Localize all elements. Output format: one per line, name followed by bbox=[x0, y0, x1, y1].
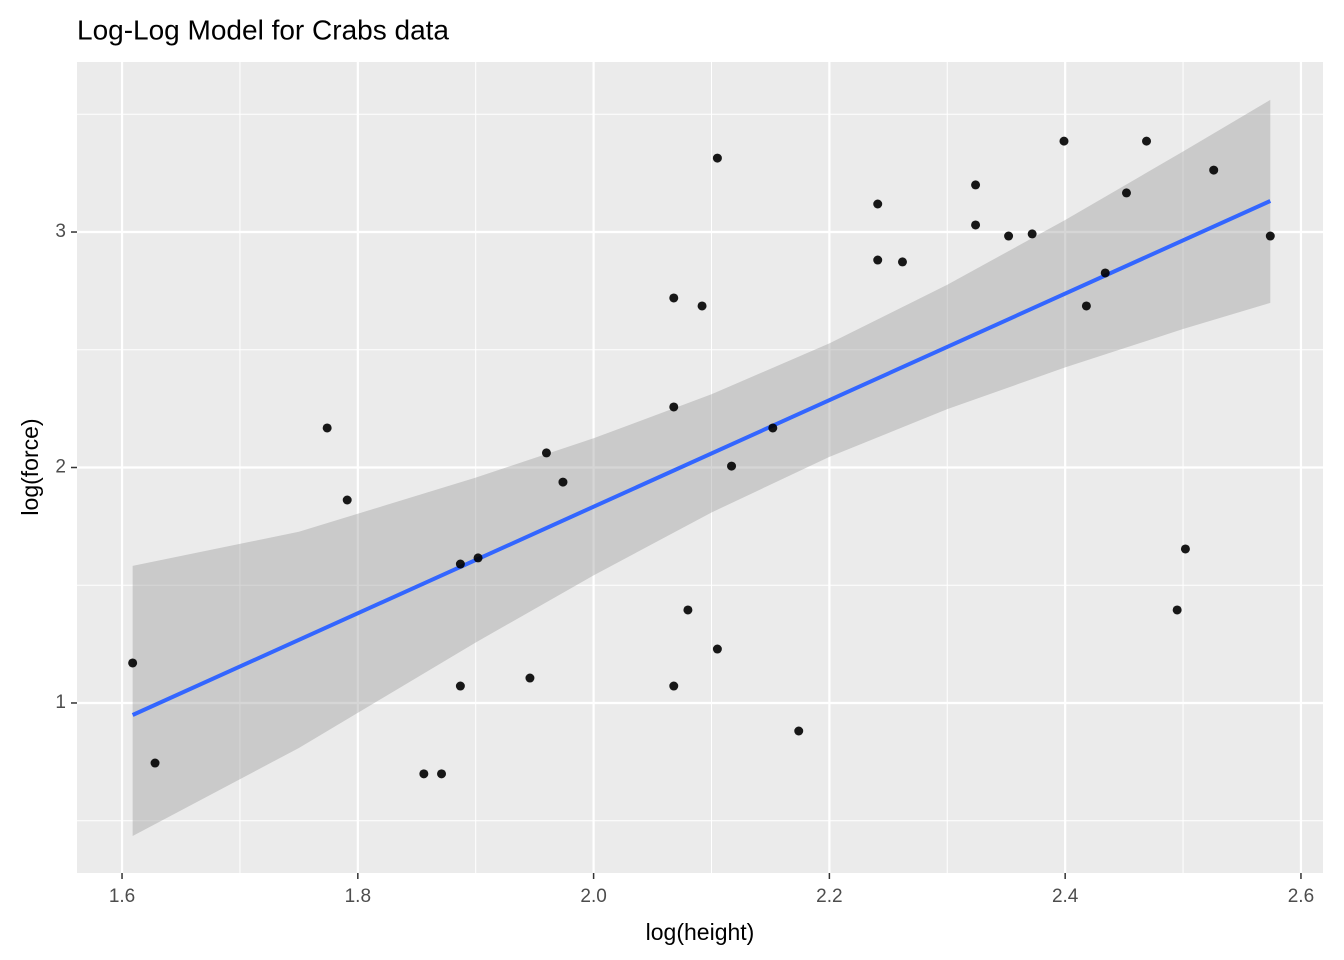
x-tick-label: 1.8 bbox=[345, 886, 371, 907]
point bbox=[322, 423, 332, 433]
point bbox=[897, 257, 907, 267]
y-tick-label: 2 bbox=[55, 457, 66, 478]
point bbox=[712, 153, 722, 163]
point bbox=[669, 293, 679, 303]
point bbox=[525, 673, 535, 683]
point bbox=[1004, 231, 1014, 241]
confidence-band bbox=[132, 99, 1271, 837]
point bbox=[1180, 544, 1190, 554]
point bbox=[1059, 136, 1069, 146]
point bbox=[541, 448, 551, 458]
point bbox=[455, 681, 465, 691]
x-tick-label: 2.2 bbox=[816, 886, 842, 907]
point bbox=[419, 769, 429, 779]
y-tick-label: 1 bbox=[55, 692, 66, 713]
point bbox=[558, 477, 568, 487]
x-tick-label: 2.0 bbox=[580, 886, 606, 907]
point bbox=[768, 423, 778, 433]
point bbox=[150, 758, 160, 768]
x-tick-label: 2.4 bbox=[1052, 886, 1079, 907]
point bbox=[342, 495, 352, 505]
point bbox=[697, 301, 707, 311]
point bbox=[727, 461, 737, 471]
x-axis-title: log(height) bbox=[646, 919, 755, 945]
point bbox=[683, 605, 693, 615]
point bbox=[1265, 231, 1275, 241]
point bbox=[1027, 229, 1037, 239]
point bbox=[971, 220, 981, 230]
y-axis-title: log(force) bbox=[17, 418, 43, 515]
fit-line bbox=[131, 199, 1272, 717]
point bbox=[128, 658, 138, 668]
point bbox=[1100, 268, 1110, 278]
point bbox=[1209, 165, 1219, 175]
point bbox=[455, 559, 465, 569]
point bbox=[1121, 188, 1131, 198]
point bbox=[873, 199, 883, 209]
x-tick-label: 2.6 bbox=[1288, 886, 1314, 907]
point bbox=[971, 180, 981, 190]
point bbox=[873, 255, 883, 265]
point bbox=[473, 553, 483, 563]
point bbox=[437, 769, 447, 779]
x-tick-label: 1.6 bbox=[109, 886, 135, 907]
point bbox=[1172, 605, 1182, 615]
y-tick-label: 3 bbox=[55, 221, 66, 242]
point bbox=[1081, 301, 1091, 311]
point bbox=[712, 644, 722, 654]
point bbox=[669, 402, 679, 412]
point bbox=[794, 726, 804, 736]
point bbox=[669, 681, 679, 691]
chart-title: Log-Log Model for Crabs data bbox=[77, 14, 449, 45]
point bbox=[1142, 136, 1152, 146]
